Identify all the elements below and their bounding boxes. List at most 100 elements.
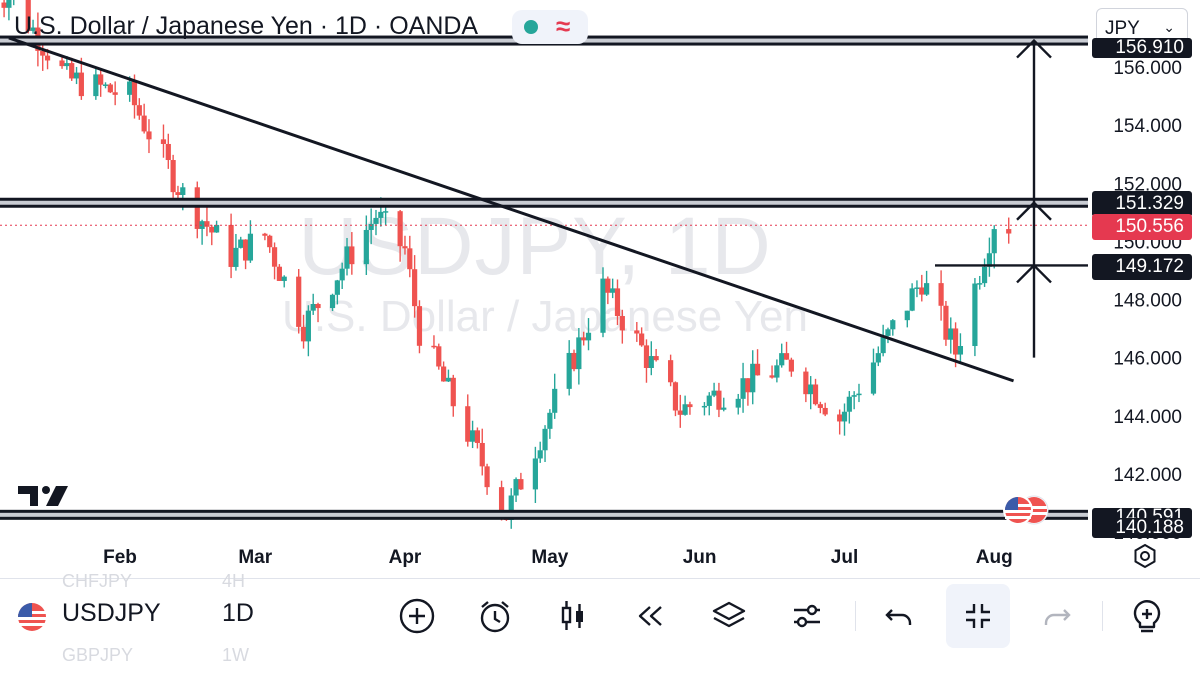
candle-body [991, 229, 997, 254]
candle-body [175, 192, 181, 195]
price-tag-bottom: 140.188 [1092, 518, 1192, 538]
candle-body [204, 221, 210, 227]
candle-body [537, 450, 543, 459]
market-status-pill[interactable]: ≈ [512, 10, 588, 44]
interval-button[interactable]: 1D [222, 599, 254, 627]
bottom-toolbar: CHFJPY 4H GBPJPY 1W USDJPY 1D [0, 571, 1200, 676]
candle-body [276, 266, 282, 281]
toolbar-separator [855, 601, 856, 631]
fullscreen-exit-button[interactable] [946, 584, 1010, 648]
candle-body [605, 278, 611, 293]
candle-body [672, 382, 679, 411]
candle-body [102, 84, 109, 86]
candle-body [687, 404, 693, 408]
candle-body [783, 353, 790, 360]
candle-body [407, 248, 413, 270]
candles-icon [561, 601, 583, 630]
chart-area[interactable]: USDJPY, 1D U.S. Dollar / Japanese Yen 15… [0, 0, 1200, 578]
candle-body [146, 131, 152, 140]
toolbar-separator [1102, 601, 1103, 631]
candle-body [479, 442, 485, 467]
horizontal-level-inner [0, 200, 1088, 205]
candle-body [986, 253, 992, 267]
candle-body [972, 283, 978, 347]
y-axis-label: 152.000 [1113, 174, 1182, 195]
candle-body [170, 160, 176, 193]
candle-body [779, 353, 785, 366]
candle-body [977, 283, 983, 285]
candle-body [271, 247, 278, 267]
candle-body [600, 278, 606, 333]
ideas-button[interactable] [1120, 589, 1174, 643]
ghost-symbol-below: GBPJPY [62, 645, 134, 665]
candle-body [40, 50, 46, 56]
usd-flag-icon[interactable] [16, 601, 48, 633]
candle-body [262, 233, 268, 236]
candle-body [774, 365, 780, 378]
candle-body [981, 266, 988, 284]
candle-body [614, 288, 621, 317]
price-chart[interactable]: 156.000154.000152.000150.000148.000146.0… [0, 0, 1200, 578]
candle-body [136, 105, 142, 116]
tradingview-logo-icon [18, 486, 68, 506]
candle-body [30, 27, 36, 31]
data-delay-icon: ≈ [556, 11, 571, 41]
candle-body [373, 217, 379, 224]
x-axis-label: Jun [683, 547, 717, 568]
candle-body [165, 143, 171, 161]
candle-body [469, 430, 476, 442]
candle-body [242, 239, 249, 261]
candle-body [653, 356, 659, 361]
candle-body [305, 310, 311, 342]
indicators-button[interactable] [780, 589, 834, 643]
candle-body [416, 306, 423, 346]
candle-body [383, 211, 389, 213]
redo-button[interactable] [1030, 589, 1084, 643]
alert-button[interactable] [468, 589, 522, 643]
candle-body [98, 74, 104, 85]
candle-body [1, 2, 7, 8]
candle-body [508, 495, 514, 520]
x-axis-label: Feb [103, 547, 137, 568]
candle-body [716, 390, 722, 410]
add-icon [399, 598, 435, 634]
candle-body [634, 330, 640, 334]
symbol-button[interactable]: USDJPY [62, 599, 161, 627]
candle-body [73, 72, 80, 79]
candle-body [909, 288, 915, 311]
chart-type-button[interactable] [546, 589, 600, 643]
layers-button[interactable] [702, 589, 756, 643]
y-axis-label: 144.000 [1113, 407, 1182, 428]
candle-body [566, 352, 572, 389]
candle-body [788, 359, 794, 372]
ghost-interval-above: 4H [222, 571, 246, 591]
candle-body [745, 378, 751, 393]
candle-body [948, 328, 954, 340]
y-axis-label: 154.000 [1113, 116, 1182, 137]
candle-body [397, 211, 403, 247]
undo-button[interactable] [872, 589, 926, 643]
candle-body [64, 63, 70, 67]
candle-body [552, 388, 558, 413]
ghost-interval-below: 1W [222, 645, 249, 665]
us-jp-flag-icon [1003, 495, 1049, 525]
candle-body [281, 276, 287, 281]
redo-icon [1044, 609, 1071, 625]
candle-body [952, 328, 959, 355]
y-axis-label: 156.000 [1113, 58, 1182, 79]
candle-body [619, 316, 625, 331]
candle-body [441, 366, 447, 382]
candle-body [436, 346, 442, 367]
chart-title[interactable]: U.S. Dollar / Japanese Yen · 1D · OANDA [14, 12, 479, 40]
candle-body [532, 458, 538, 490]
chart-settings-icon[interactable] [1130, 541, 1160, 571]
settings-sliders-icon [794, 604, 820, 628]
candle-body [238, 239, 244, 248]
candle-body [484, 466, 490, 488]
x-axis-label: Apr [389, 547, 422, 568]
candle-body [378, 211, 384, 218]
add-button[interactable] [390, 589, 444, 643]
candle-body [334, 280, 340, 295]
candle-body [851, 395, 857, 397]
replay-button[interactable] [624, 589, 678, 643]
